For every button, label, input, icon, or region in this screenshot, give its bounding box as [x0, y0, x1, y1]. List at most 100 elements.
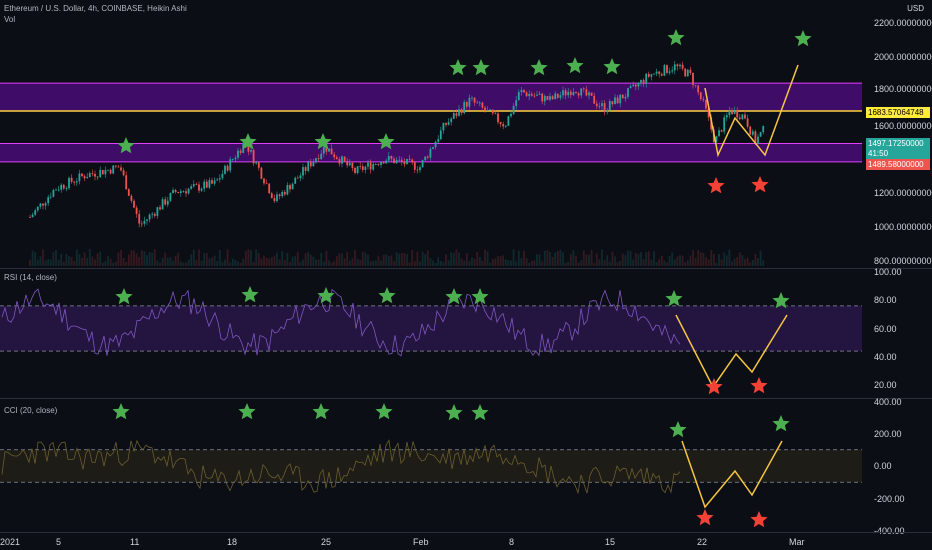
candle-body [179, 191, 182, 194]
rsi-pane[interactable] [0, 269, 862, 398]
volume-bar [530, 260, 533, 266]
rsi-chart[interactable] [0, 269, 862, 398]
candle-body [52, 189, 55, 197]
volume-bar [195, 260, 198, 266]
candle-body [265, 183, 268, 185]
candle-body [541, 93, 544, 102]
candle-body [312, 161, 315, 167]
volume-bar [645, 252, 648, 266]
candle-body [650, 74, 653, 77]
candle-body [320, 153, 323, 160]
candle-body [213, 180, 216, 184]
volume-bar [725, 255, 728, 266]
candle-body [616, 97, 619, 104]
candle-body [101, 170, 104, 175]
candle-body [694, 85, 697, 86]
candle-body [567, 91, 570, 96]
candle-body [749, 126, 752, 135]
volume-bar [429, 258, 432, 266]
volume-bar [705, 257, 707, 266]
candle-body [419, 167, 421, 171]
volume-bar [39, 256, 42, 266]
volume-bar [723, 252, 726, 266]
candle-body [346, 161, 349, 166]
volume-bar [309, 254, 312, 266]
candle-body [757, 136, 759, 144]
volume-bar [307, 251, 310, 266]
green-star-icon [471, 288, 489, 305]
volume-bar [736, 257, 739, 266]
volume-bar [627, 250, 629, 266]
volume-bar [728, 249, 731, 266]
volume-bar [744, 259, 746, 266]
candle-body [177, 192, 180, 194]
candle-body [601, 103, 603, 107]
cci-axis[interactable]: 400.00 200.00 0.00 -200.00 -400.00 [862, 397, 932, 536]
candle-body [75, 181, 78, 183]
volume-bar [91, 256, 94, 266]
volume-bar [551, 257, 554, 266]
green-star-icon [378, 287, 396, 304]
candle-body [647, 73, 650, 77]
cci-chart[interactable] [0, 399, 862, 532]
volume-bar [101, 262, 104, 266]
candle-body [348, 162, 351, 166]
volume-bar [460, 258, 463, 266]
candle-body [143, 220, 146, 224]
candle-body [99, 170, 102, 178]
candle-body [276, 194, 278, 202]
candle-body [114, 165, 117, 167]
candle-body [221, 173, 224, 179]
volume-bar [426, 250, 429, 266]
green-star-icon [314, 133, 332, 150]
candle-body [203, 181, 206, 189]
candle-body [153, 213, 156, 216]
volume-bar [138, 257, 141, 266]
candle-body [151, 213, 154, 215]
price-chart-pane[interactable] [0, 0, 862, 268]
resistance-price-tag: 1683.57064748 [866, 107, 930, 118]
candle-body [465, 102, 468, 107]
volume-bar [146, 255, 148, 266]
volume-bar [299, 261, 302, 266]
candle-body [190, 186, 193, 189]
volume-bar [437, 257, 440, 266]
candle-body [224, 165, 226, 174]
volume-bar [450, 252, 453, 266]
candle-body [751, 131, 754, 135]
volume-bar [731, 261, 733, 266]
cci-line [1, 439, 681, 495]
candle-body [658, 71, 661, 74]
volume-bar [439, 260, 442, 266]
candle-body [697, 85, 700, 93]
candle-body [68, 177, 70, 189]
volume-bar [655, 262, 658, 266]
volume-bar [642, 259, 645, 266]
candle-body [603, 103, 606, 113]
volume-bar [317, 259, 320, 266]
green-star-icon [115, 288, 133, 305]
rsi-line [1, 288, 681, 357]
volume-bar [741, 254, 744, 266]
volume-bar [468, 261, 471, 266]
volume-bar [757, 258, 759, 266]
rsi-axis[interactable]: 100.00 80.00 60.00 40.00 20.00 [862, 267, 932, 398]
time-tick: 25 [321, 537, 332, 547]
candle-body [629, 86, 632, 89]
pane-separator[interactable] [0, 268, 932, 269]
volume-bar [400, 252, 403, 266]
volume-bar [55, 250, 57, 266]
volume-bar [273, 255, 276, 266]
candle-body [458, 109, 460, 116]
volume-bar [432, 260, 434, 266]
currency-label[interactable]: USD [907, 4, 924, 13]
volume-bar [671, 252, 674, 266]
volume-bar [133, 250, 135, 266]
volume-bar [478, 257, 481, 266]
price-chart[interactable] [0, 0, 862, 268]
green-star-icon [471, 404, 489, 421]
green-star-icon [449, 59, 467, 76]
price-axis[interactable]: 2200.00000000 2000.00000000 1800.0000000… [862, 0, 932, 268]
pane-separator[interactable] [0, 398, 932, 399]
cci-pane[interactable] [0, 399, 862, 532]
